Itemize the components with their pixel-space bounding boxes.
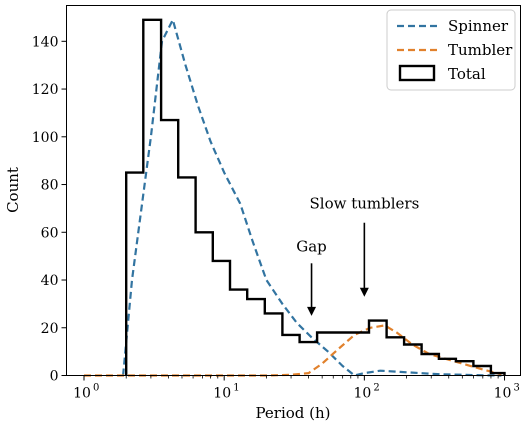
x-tick-label: 10 xyxy=(213,386,231,402)
x-tick-label-exponent: 3 xyxy=(514,383,520,394)
series-line-tumbler xyxy=(84,324,502,377)
annotation-label: Slow tumblers xyxy=(310,194,420,212)
x-tick-label-exponent: 0 xyxy=(93,383,99,394)
annotation-label: Gap xyxy=(296,237,327,255)
y-tick-label: 40 xyxy=(41,273,59,289)
annotation-arrow-head xyxy=(307,306,317,316)
annotations: Gap Slow tumblers xyxy=(296,194,420,316)
x-tick-label: 10 xyxy=(353,386,371,402)
x-axis: 10 0 10 1 10 2 10 3 xyxy=(73,375,520,402)
histogram-total-outline xyxy=(125,18,506,376)
axes-frame xyxy=(66,5,521,376)
y-tick-label: 20 xyxy=(41,321,59,337)
y-tick-label: 120 xyxy=(32,82,59,98)
x-tick-label-exponent: 1 xyxy=(233,383,239,394)
x-axis-label: Period (h) xyxy=(255,404,330,422)
y-axis: 0 20 40 60 80 100 120 140 xyxy=(32,34,67,385)
legend-spinner-label: Spinner xyxy=(448,17,509,35)
series-line-spinner xyxy=(122,18,502,377)
x-tick-label: 10 xyxy=(73,386,91,402)
y-axis-label: Count xyxy=(4,167,22,213)
y-tick-label: 60 xyxy=(41,225,59,241)
x-tick-label-exponent: 2 xyxy=(373,383,379,394)
y-tick-label: 0 xyxy=(50,369,59,385)
y-tick-label: 140 xyxy=(32,34,59,50)
annotation-arrow-head xyxy=(359,287,369,297)
legend-frame xyxy=(386,9,516,91)
y-tick-label: 100 xyxy=(32,130,59,146)
legend: Spinner Tumbler Total xyxy=(386,9,516,91)
x-tick-label: 10 xyxy=(494,386,512,402)
y-tick-label: 80 xyxy=(41,178,59,194)
legend-total-label: Total xyxy=(448,65,486,83)
legend-tumbler-label: Tumbler xyxy=(448,41,513,59)
legend-total-swatch xyxy=(398,64,436,82)
